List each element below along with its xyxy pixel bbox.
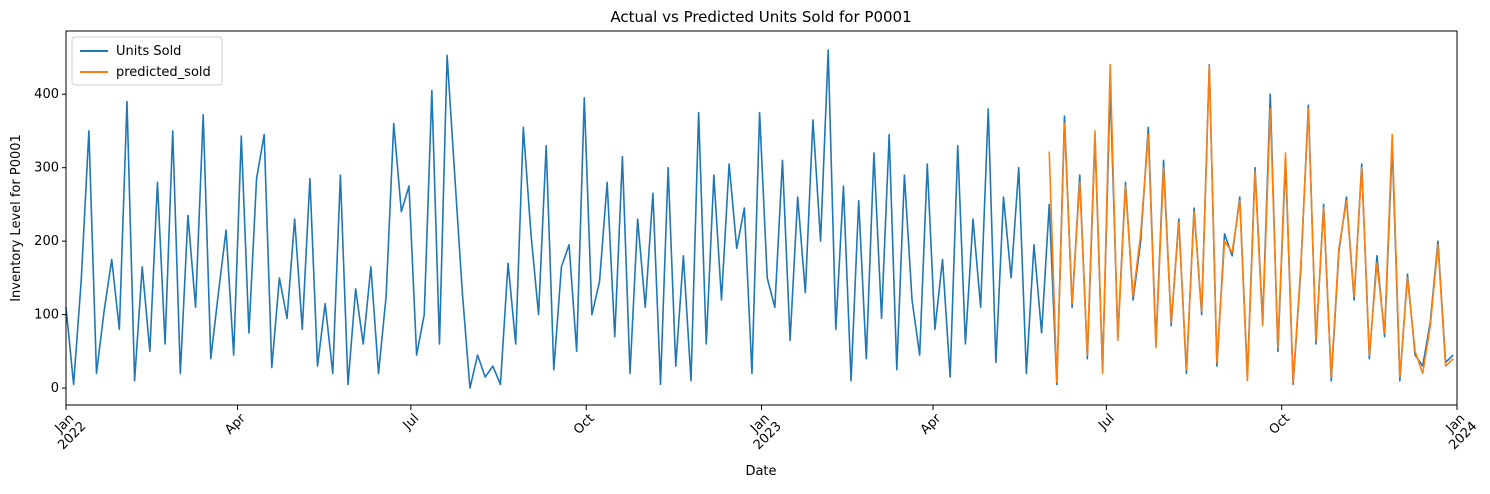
x-tick-label: Jan2024 [1436, 409, 1480, 453]
x-tick-label: Oct [571, 411, 598, 438]
x-tick-label: Jul [400, 411, 422, 433]
y-tick-label: 200 [34, 234, 59, 249]
y-tick-label: 400 [34, 87, 59, 102]
legend-box [71, 36, 223, 86]
plot-area [65, 49, 1454, 389]
y-tick-label: 300 [34, 161, 59, 176]
legend-label: predicted_sold [116, 65, 211, 80]
x-tick-label: Jan2022 [45, 409, 89, 453]
legend-label: Units Sold [116, 44, 181, 59]
x-axis-label: Date [745, 464, 776, 479]
x-tick-label: Apr [222, 411, 249, 438]
series-line [1048, 64, 1454, 384]
chart-title: Actual vs Predicted Units Sold for P0001 [610, 8, 911, 26]
x-tick-label: Apr [918, 411, 945, 438]
y-tick-label: 0 [51, 381, 59, 396]
y-tick-label: 100 [34, 308, 59, 323]
x-tick-label: Jul [1095, 411, 1117, 433]
x-tick-label: Jan2023 [741, 409, 785, 453]
y-axis-label: Inventory Level for P0001 [9, 134, 24, 302]
x-tick-label: Oct [1267, 411, 1294, 438]
